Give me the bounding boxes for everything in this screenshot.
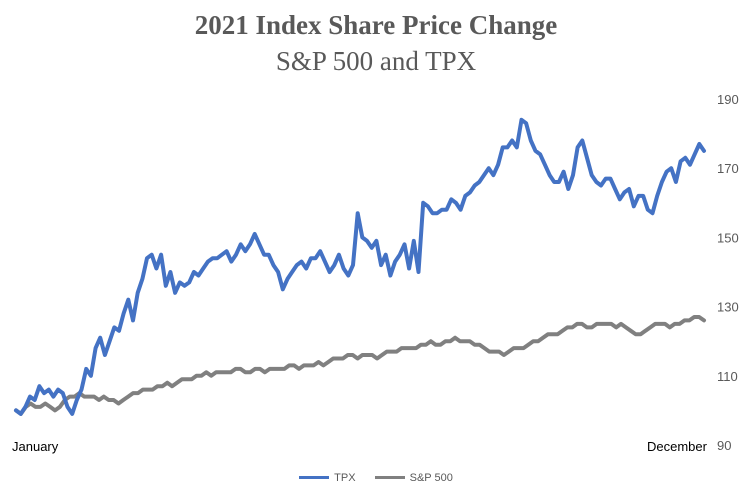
y-tick-label-110: 110 [717,369,738,384]
legend-swatch-tpx [299,476,330,479]
y-tick-label-150: 150 [717,230,739,245]
chart-title: 2021 Index Share Price Change [194,10,558,40]
x-end-label: December [647,439,708,454]
series-line-tpx [14,117,706,416]
legend-item-sp500: S&P 500 [374,471,453,484]
legend-label-tpx: TPX [334,471,356,484]
legend-item-tpx: TPX [299,471,356,484]
y-tick-label-170: 170 [717,161,739,176]
plot-lines [14,117,706,416]
legend-swatch-sp500 [374,476,405,479]
series-line-sp500 [14,315,706,416]
legend-label-sp500: S&P 500 [409,471,453,484]
y-tick-label-90: 90 [717,438,731,453]
x-start-label: January [12,439,59,454]
chart-subtitle: S&P 500 and TPX [275,46,477,76]
y-axis-ticks: 90 110 130 150 170 190 [717,92,739,453]
legend: TPX S&P 500 [0,470,752,484]
y-tick-label-130: 130 [717,300,739,315]
y-tick-label-190: 190 [717,92,739,107]
